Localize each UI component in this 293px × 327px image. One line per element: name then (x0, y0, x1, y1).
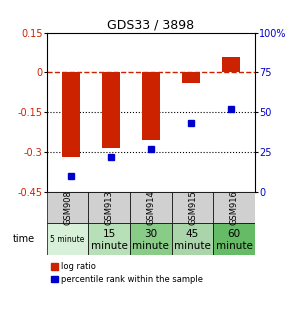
Legend: log ratio, percentile rank within the sample: log ratio, percentile rank within the sa… (51, 263, 203, 284)
Bar (130, 223, 172, 255)
Text: time: time (13, 234, 35, 244)
Bar (88, 223, 130, 255)
Text: 45: 45 (186, 230, 199, 239)
Text: minute: minute (91, 241, 128, 250)
Text: minute: minute (174, 241, 211, 250)
Text: 30: 30 (144, 230, 157, 239)
Bar (222, 57, 240, 72)
Text: 15: 15 (103, 230, 116, 239)
Text: GSM913: GSM913 (105, 190, 114, 225)
Bar (172, 192, 213, 223)
Title: GDS33 / 3898: GDS33 / 3898 (107, 19, 195, 31)
Text: minute: minute (216, 241, 253, 250)
Bar (88, 192, 130, 223)
Bar (62, 72, 80, 157)
Text: GSM908: GSM908 (63, 190, 72, 225)
Bar (213, 192, 255, 223)
Bar (47, 192, 88, 223)
Text: GSM914: GSM914 (146, 190, 155, 225)
Bar (213, 223, 255, 255)
Text: GSM915: GSM915 (188, 190, 197, 225)
Text: GSM916: GSM916 (230, 190, 239, 225)
Text: 5 minute: 5 minute (50, 235, 85, 244)
Bar (47, 223, 88, 255)
Text: minute: minute (132, 241, 169, 250)
Bar (172, 223, 213, 255)
Bar (142, 72, 160, 140)
Bar (130, 192, 172, 223)
Bar (182, 72, 200, 83)
Bar (102, 72, 120, 148)
Text: 60: 60 (228, 230, 241, 239)
